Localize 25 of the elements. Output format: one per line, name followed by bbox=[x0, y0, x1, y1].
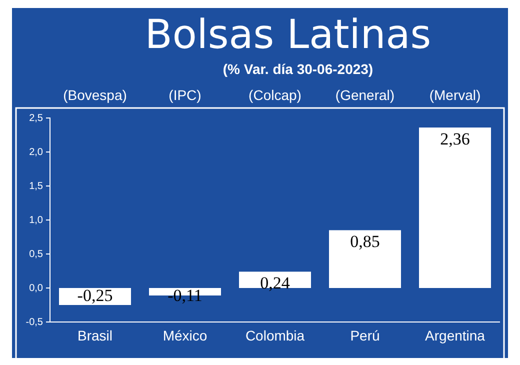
y-tick-label: 2,5 bbox=[29, 113, 44, 124]
y-tick-label: 1,0 bbox=[29, 215, 44, 226]
text: (Colcap) bbox=[248, 87, 302, 103]
y-tick-label: -0,5 bbox=[26, 317, 44, 328]
text: (Merval) bbox=[429, 87, 481, 103]
chart-title: Bolsas Latinas bbox=[144, 12, 432, 58]
bar bbox=[329, 230, 401, 288]
text: (Bovespa) bbox=[63, 87, 127, 103]
x-tick-label: México bbox=[162, 327, 208, 344]
x-tick-label: Perú bbox=[350, 327, 380, 344]
data-label: 0,24 bbox=[260, 274, 290, 293]
bar bbox=[419, 128, 491, 288]
x-tick-label: Brasil bbox=[77, 327, 113, 344]
y-tick-label: 0,5 bbox=[29, 249, 44, 260]
x-tick-label: Argentina bbox=[425, 327, 486, 344]
chart-subtitle: (% Var. día 30-06-2023) bbox=[222, 61, 374, 77]
x-tick-label: Colombia bbox=[245, 327, 305, 344]
data-label: -0,25 bbox=[77, 286, 113, 305]
text: (General) bbox=[335, 87, 395, 103]
data-label: 2,36 bbox=[440, 130, 470, 149]
y-tick-label: 1,5 bbox=[29, 181, 44, 192]
text: (IPC) bbox=[168, 87, 202, 103]
y-tick-label: 2,0 bbox=[29, 147, 44, 158]
y-tick-label: 0,0 bbox=[29, 283, 44, 294]
data-label: 0,85 bbox=[350, 232, 380, 252]
